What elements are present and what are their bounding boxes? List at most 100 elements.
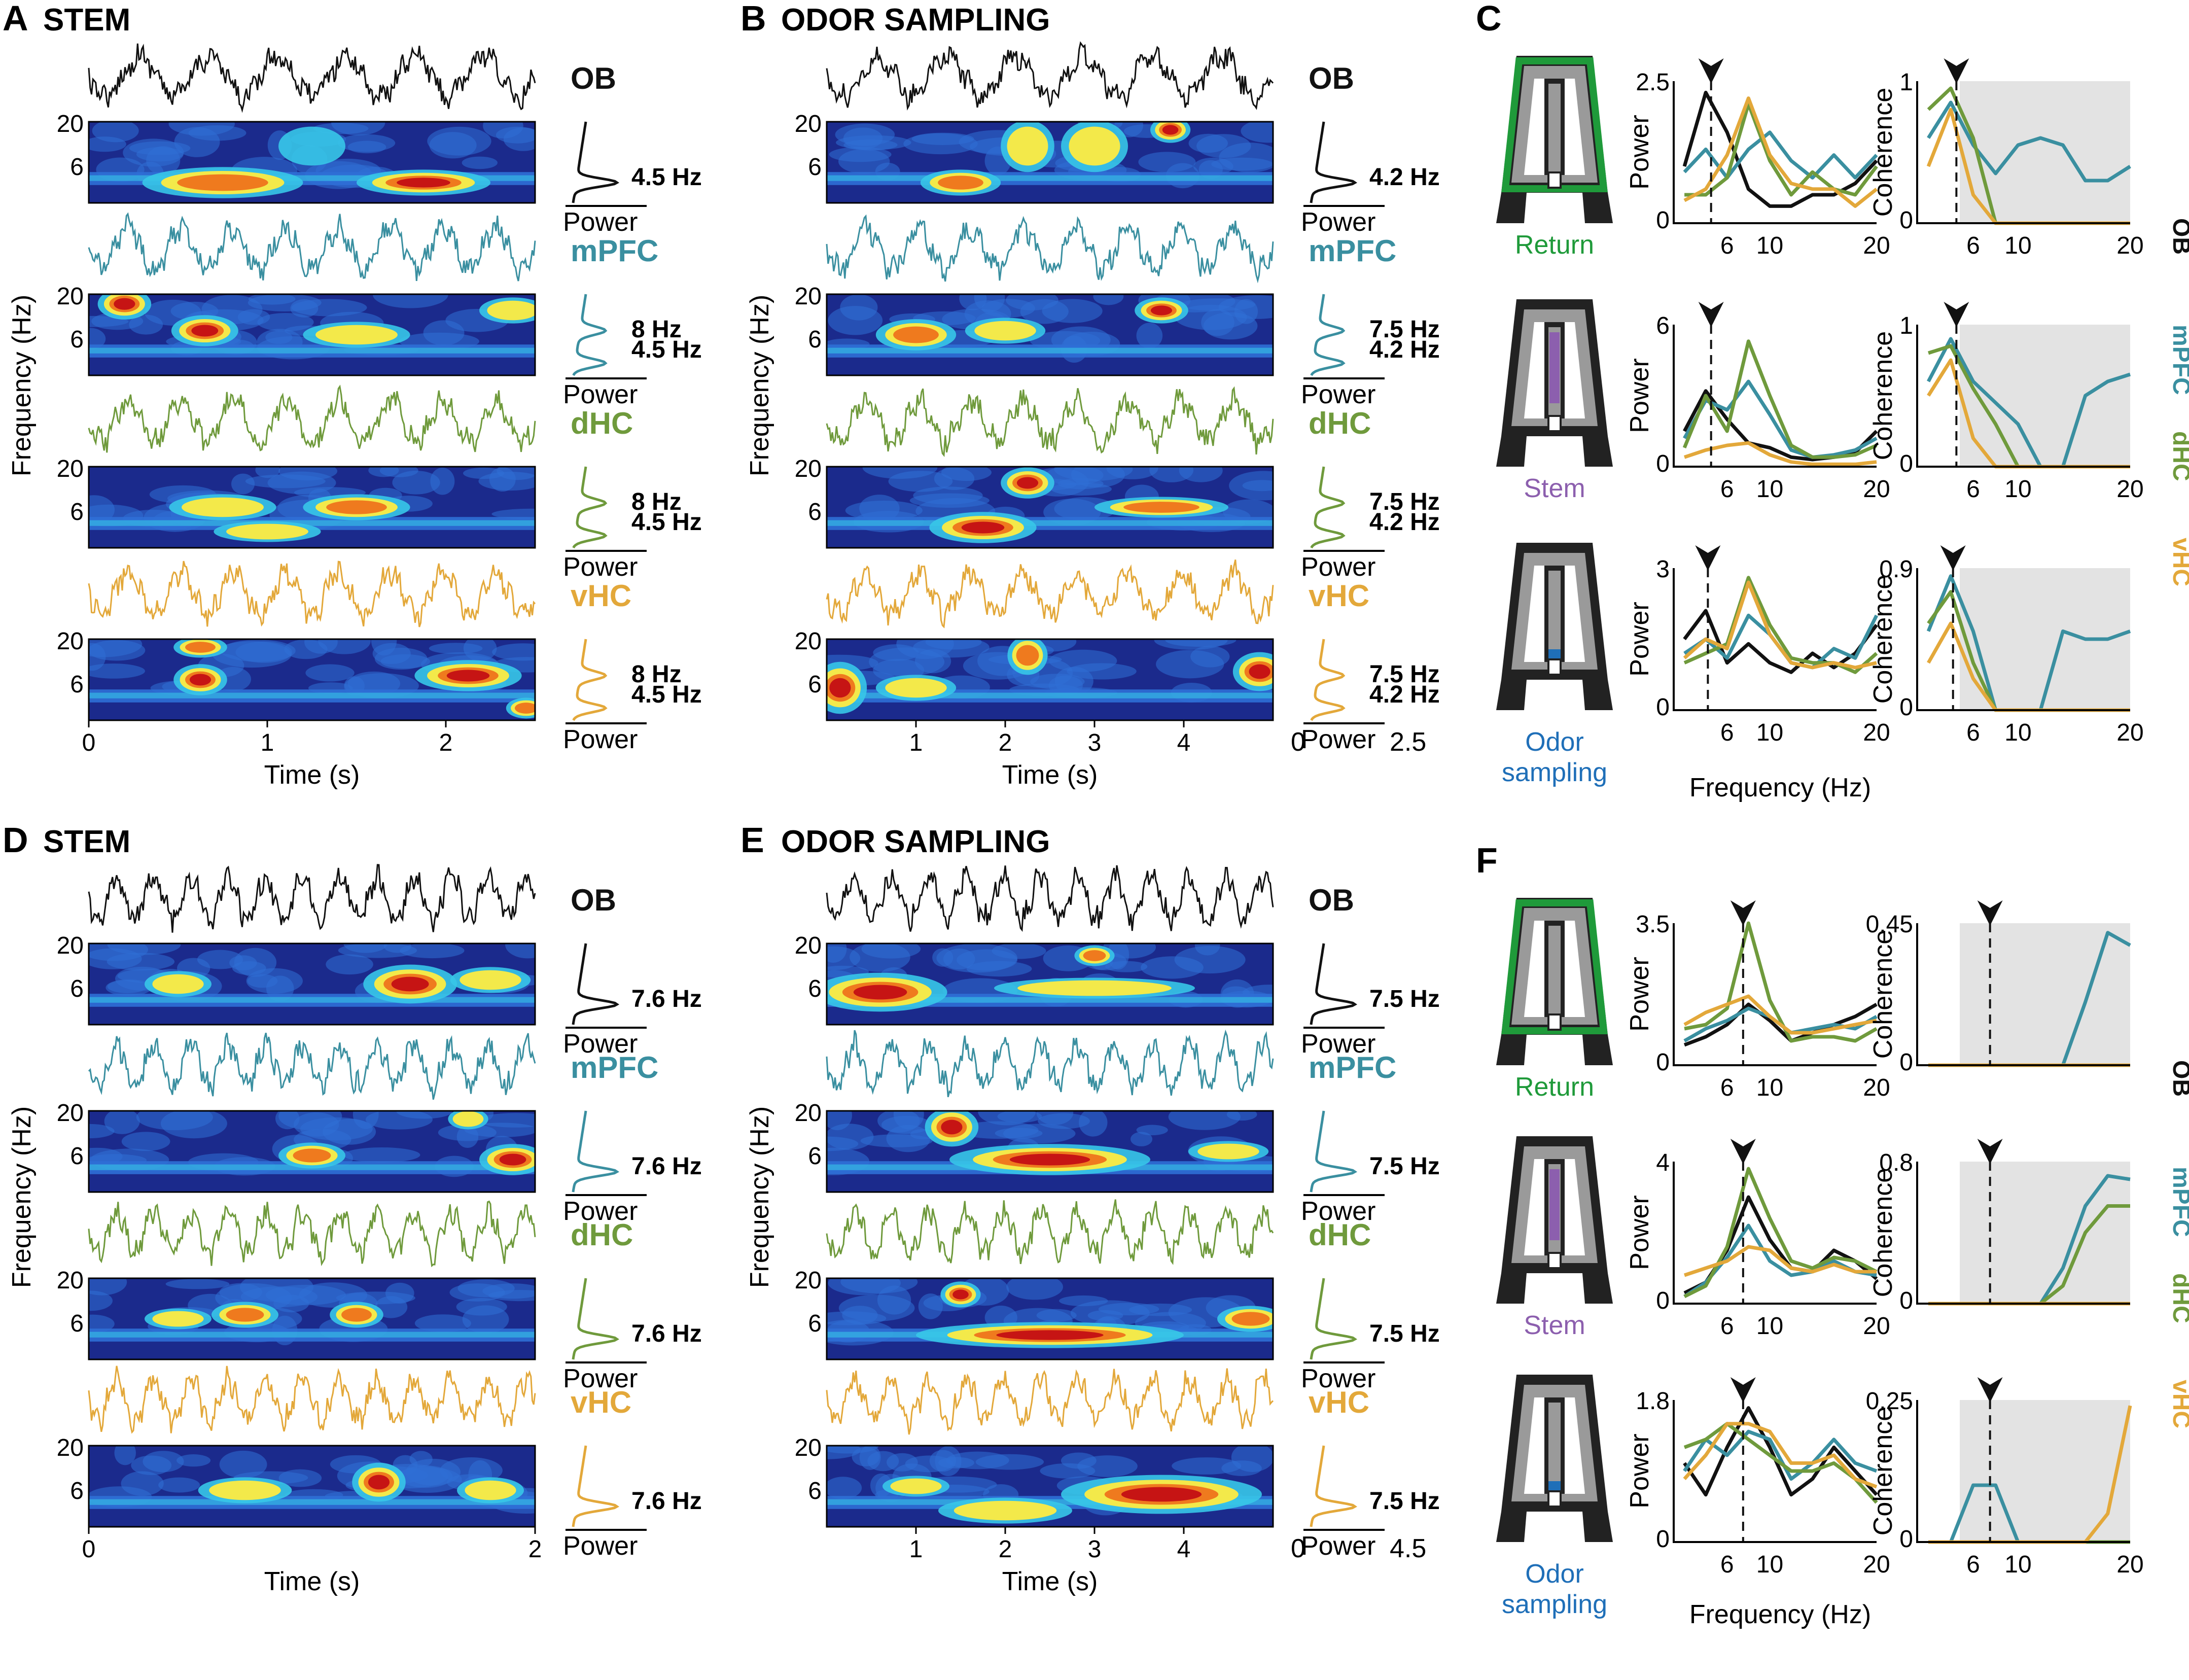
spectrogram-texture <box>497 467 535 480</box>
power-blob-mid <box>487 300 535 321</box>
spectrogram-texture <box>1136 1125 1168 1136</box>
spectrogram-texture <box>1136 323 1163 349</box>
spectrogram-content <box>827 122 1273 203</box>
region-label-vHC: vHC <box>1309 1385 1369 1419</box>
peak-frequency-label: 7.5 Hz <box>1369 1153 1440 1180</box>
power-blob-peak <box>1249 664 1270 679</box>
spectrogram-vHC <box>88 638 536 721</box>
spectrogram-texture <box>430 467 455 495</box>
x-tick-label: 3 <box>1088 729 1102 756</box>
series-line-OB <box>1683 609 1878 674</box>
region-label-vHC: vHC <box>1309 579 1369 613</box>
peak-frequency-label: 4.2 Hz <box>1369 336 1440 363</box>
power-blob-high <box>893 326 939 343</box>
y-tick-zero: 0 <box>1656 207 1670 234</box>
legend-dHC: dHC <box>2168 1273 2189 1323</box>
peak-arrowhead <box>1698 58 1724 84</box>
lfp-trace-mPFC <box>88 212 536 282</box>
condition-label-line: Odor <box>1525 1559 1584 1589</box>
power-blob-peak <box>499 1153 526 1166</box>
lfp-trace-vHC <box>88 561 536 627</box>
power-blob-mid <box>315 325 398 345</box>
spectrogram-frame <box>826 942 1274 1026</box>
spectrogram-content <box>827 943 1273 1025</box>
spectrogram-texture <box>1179 467 1223 482</box>
region-label-mPFC: mPFC <box>571 1051 658 1084</box>
series-line-mPFC <box>1683 1429 1878 1481</box>
lfp-trace-dHC <box>826 1199 1274 1265</box>
power-blob-mid <box>152 974 204 994</box>
spectrogram-texture <box>107 980 148 993</box>
spectrogram-texture <box>114 1446 136 1465</box>
y-tick-zero: 0 <box>1899 1049 1913 1076</box>
spectrogram-texture <box>918 1293 943 1319</box>
spectrogram-texture <box>165 1279 230 1289</box>
y-tick-20: 20 <box>795 1100 822 1127</box>
spectrogram-frame <box>88 942 536 1026</box>
y-tick-20: 20 <box>57 456 84 482</box>
power-blob-high <box>1231 1312 1270 1326</box>
peak-arrowhead <box>1977 1139 2003 1164</box>
spectrogram-texture <box>462 156 498 169</box>
frequency-axis-label: Frequency (Hz) <box>745 295 774 476</box>
peak-arrowhead <box>1977 900 2003 926</box>
lfp-trace-mPFC <box>88 1032 536 1100</box>
spectrogram-texture <box>89 1314 115 1334</box>
power-blob-peak <box>1150 305 1173 316</box>
spectrogram-content <box>827 294 1273 375</box>
y-tick-20: 20 <box>795 628 822 655</box>
spectrogram-texture <box>861 943 921 959</box>
spectrogram-texture <box>1093 294 1124 305</box>
peak-arrowhead <box>1695 545 1721 571</box>
power-axis-label: Power <box>1625 1433 1654 1508</box>
coherence-axis-label: Coherence <box>1868 575 1898 704</box>
series-line-dHC <box>1684 102 1878 197</box>
power-blob-peak <box>1016 477 1039 489</box>
legend-OB: OB <box>2168 1060 2189 1097</box>
maze-port <box>1547 1490 1562 1508</box>
theta-band-core <box>827 997 1273 1003</box>
coherence-axis-label: Coherence <box>1868 1168 1898 1297</box>
spectrogram-texture <box>176 1454 211 1467</box>
power-blob-high <box>185 642 216 653</box>
spectrogram-texture <box>491 508 535 519</box>
frequency-axis-label: Frequency (Hz) <box>1689 1600 1871 1629</box>
power-spectrum-mPFC <box>1310 1110 1358 1193</box>
peak-frequency-label: 7.6 Hz <box>631 986 702 1012</box>
spectrogram-content <box>89 639 535 720</box>
spectrogram-texture <box>427 126 491 156</box>
power-blob-outer <box>278 126 345 166</box>
spectrogram-texture <box>492 643 535 661</box>
peak-frequency-label: 8 Hz <box>631 661 682 688</box>
power-label: Power <box>1301 1197 1375 1226</box>
y-tick-6: 6 <box>70 1143 84 1170</box>
spectrogram-texture <box>1188 133 1228 153</box>
x-tick-label: 20 <box>2116 1551 2143 1578</box>
power-spectrum-OB <box>1310 943 1358 1025</box>
maze-icon-Stem <box>1496 299 1613 467</box>
spectrogram-texture <box>1049 649 1117 672</box>
x-tick-label: 20 <box>1863 1313 1890 1340</box>
lfp-trace-OB <box>88 43 536 113</box>
spectrogram-texture <box>160 1111 227 1139</box>
power-blob-mid <box>152 1311 204 1327</box>
power-spectrum-OB <box>1310 121 1358 203</box>
legend-OB: OB <box>2168 218 2189 255</box>
spectrogram-texture <box>158 1477 200 1493</box>
y-tick-zero: 0 <box>1656 450 1670 477</box>
spectrogram-mPFC <box>88 293 536 376</box>
x-tick-label: 20 <box>2116 719 2143 746</box>
spectrogram-texture <box>146 146 181 175</box>
peak-frequency-label: 4.5 Hz <box>631 681 702 708</box>
region-label-dHC: dHC <box>571 406 633 440</box>
power-blob-peak <box>191 325 219 337</box>
peak-arrowhead <box>1730 1377 1756 1403</box>
x-tick-label: 3 <box>1088 1536 1102 1563</box>
peak-frequency-label: 7.5 Hz <box>1369 488 1440 515</box>
spectrogram-OB <box>826 942 1274 1026</box>
coherence-shade <box>1960 1400 2130 1542</box>
y-tick-max: 2.5 <box>1636 69 1670 96</box>
